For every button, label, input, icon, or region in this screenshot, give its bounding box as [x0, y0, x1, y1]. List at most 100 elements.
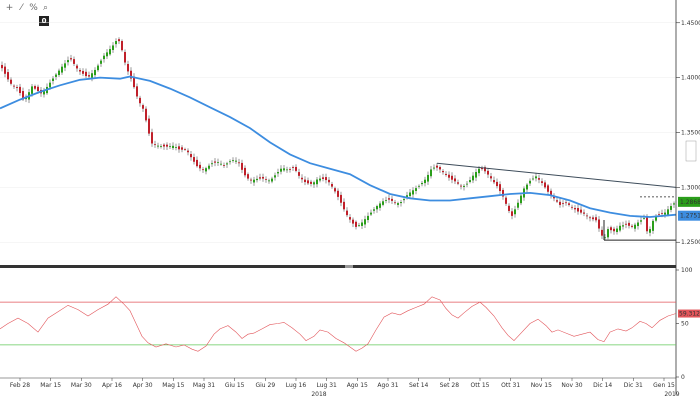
candle-body	[226, 163, 228, 165]
candle-body	[538, 178, 540, 180]
candle-body	[667, 209, 669, 215]
percent-tool-icon[interactable]: %	[29, 3, 38, 13]
candle-body	[304, 179, 306, 183]
candle-body	[472, 175, 474, 181]
candle-body	[547, 185, 549, 192]
candle-body	[166, 144, 168, 147]
time-tick-label: Set 28	[440, 382, 460, 389]
candle-body	[229, 161, 231, 163]
candle-body	[205, 168, 207, 172]
candle-body	[16, 87, 18, 88]
candle-body	[628, 222, 630, 226]
trend-line	[436, 162, 677, 188]
candle-body	[235, 160, 237, 162]
candle-body	[532, 178, 534, 180]
candle-body	[601, 229, 603, 236]
time-tick-label: Set 14	[409, 382, 429, 389]
candle-body	[619, 225, 621, 231]
year-label: 2019	[664, 391, 679, 398]
candle-body	[637, 222, 639, 227]
candle-body	[562, 203, 564, 204]
ma-value-badge	[678, 210, 700, 221]
candle-body	[64, 63, 66, 68]
candle-body	[376, 206, 378, 210]
candle-body	[373, 209, 375, 211]
candle-body	[349, 217, 351, 220]
candle-body	[157, 145, 159, 147]
candle-body	[346, 210, 348, 216]
candle-body	[583, 212, 585, 214]
candle-body	[382, 201, 384, 205]
candle-body	[25, 97, 27, 100]
candle-body	[97, 65, 99, 71]
candle-body	[418, 185, 420, 187]
time-tick-label: Dic 14	[593, 382, 612, 389]
candle-body	[148, 118, 150, 134]
price-tick-label: 1.2500	[681, 239, 700, 246]
scale-toggle-icon[interactable]	[685, 140, 697, 162]
candle-body	[94, 69, 96, 76]
indicator-lines	[0, 75, 677, 241]
candle-body	[88, 75, 90, 77]
candle-body	[541, 181, 543, 183]
candle-body	[487, 170, 489, 175]
zoom-tool-icon[interactable]: ⌕	[42, 3, 49, 13]
time-tick-label: Giu 15	[225, 382, 245, 389]
candle-body	[253, 179, 255, 183]
candle-body	[49, 82, 51, 88]
candle-body	[334, 188, 336, 192]
candle-body	[640, 220, 642, 222]
candle-body	[295, 166, 297, 171]
candle-body	[400, 202, 402, 204]
candle-body	[181, 147, 183, 150]
candle-body	[328, 179, 330, 183]
candle-body	[196, 159, 198, 167]
candle-body	[535, 176, 537, 179]
candle-body	[424, 179, 426, 184]
candle-body	[22, 91, 24, 100]
candle-body	[286, 169, 288, 171]
candle-body	[442, 170, 444, 173]
candle-body	[556, 200, 558, 202]
candle-body	[604, 237, 606, 239]
candle-body	[154, 144, 156, 146]
time-tick-label: Dic 31	[624, 382, 643, 389]
candle-body	[511, 211, 513, 216]
candle-body	[493, 180, 495, 183]
candle-body	[265, 178, 267, 180]
candle-body	[385, 200, 387, 201]
candle-body	[310, 181, 312, 184]
candle-body	[73, 59, 75, 64]
last-price-label: 1.2868	[680, 199, 700, 206]
candle-body	[415, 188, 417, 191]
candle-body	[613, 228, 615, 232]
add-tool-icon[interactable]: +	[5, 3, 14, 13]
candle-body	[13, 85, 15, 87]
candle-body	[19, 86, 21, 93]
time-tick-label: Nov 15	[531, 382, 552, 389]
candle-body	[427, 174, 429, 182]
candle-body	[454, 178, 456, 182]
candle-body	[274, 175, 276, 178]
candle-body	[649, 229, 651, 233]
candle-body	[121, 41, 123, 51]
candle-body	[139, 97, 141, 104]
candle-body	[526, 184, 528, 190]
candle-body	[433, 167, 435, 169]
candle-body	[568, 203, 570, 205]
candle-body	[403, 199, 405, 201]
candle-body	[391, 198, 393, 201]
candle-body	[199, 164, 201, 169]
candle-body	[190, 154, 192, 158]
candle-body	[409, 192, 411, 197]
pane-divider-handle[interactable]	[345, 265, 353, 268]
candle-body	[106, 52, 108, 57]
candle-body	[70, 58, 72, 60]
time-tick-label: Apr 16	[102, 382, 122, 389]
draw-tool-icon[interactable]: ⁄	[20, 3, 23, 13]
candle-body	[655, 215, 657, 221]
candle-body	[634, 224, 636, 229]
candle-body	[460, 185, 462, 187]
pane-divider[interactable]	[0, 265, 676, 268]
candle-body	[451, 175, 453, 180]
